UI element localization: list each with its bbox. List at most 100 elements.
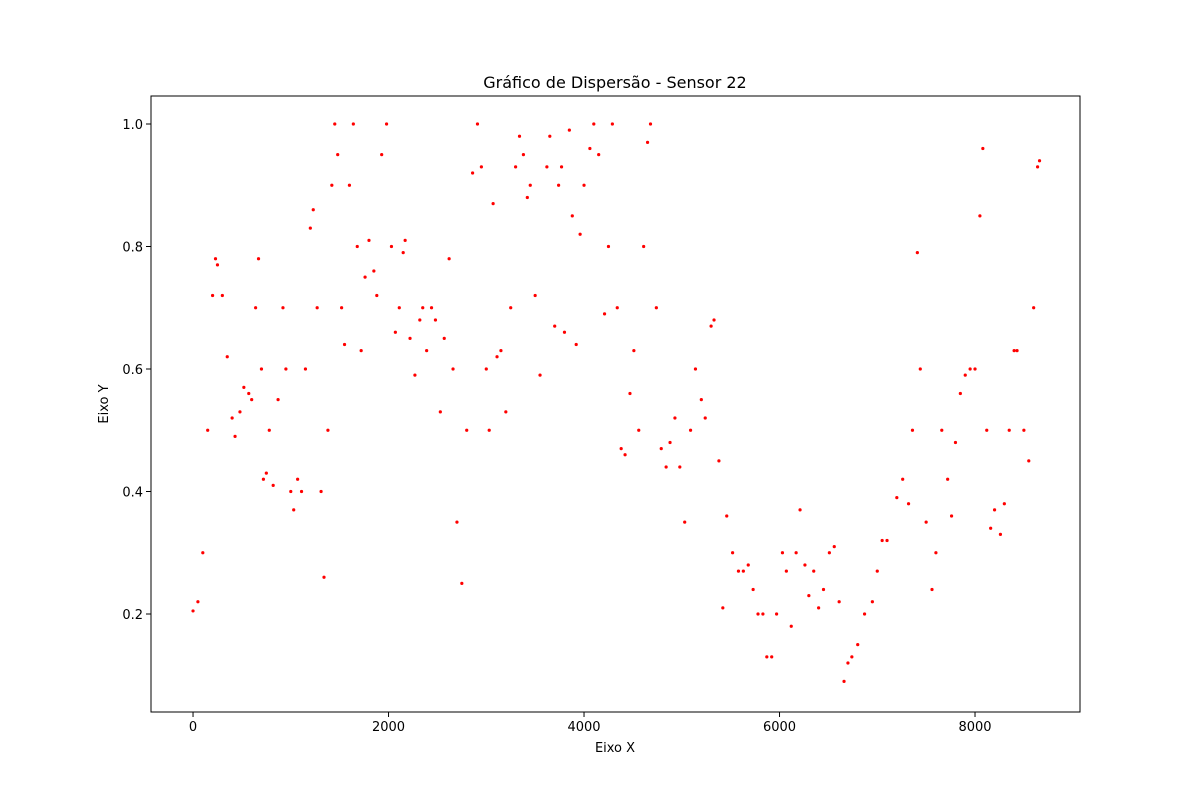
point [548, 134, 552, 138]
point [533, 293, 537, 298]
point [284, 367, 288, 371]
point [934, 551, 938, 555]
point [924, 520, 928, 524]
point [201, 551, 205, 555]
point [429, 306, 434, 310]
point [623, 453, 627, 457]
point [712, 318, 716, 322]
point [528, 183, 532, 187]
point [491, 202, 495, 206]
point [418, 318, 422, 322]
point [281, 306, 285, 310]
point [389, 244, 394, 249]
point [678, 465, 682, 469]
point [615, 306, 619, 310]
point [602, 312, 607, 316]
point [765, 655, 769, 659]
point [438, 410, 442, 414]
point [699, 398, 703, 402]
point [949, 514, 954, 518]
point [355, 244, 359, 249]
point [330, 183, 334, 187]
point [517, 134, 522, 138]
point [998, 532, 1003, 536]
point [610, 122, 614, 126]
point [827, 551, 831, 555]
point [668, 440, 672, 445]
point [1027, 459, 1031, 463]
point [261, 477, 266, 481]
point [479, 165, 483, 169]
point [774, 612, 779, 616]
point [363, 275, 367, 279]
point [545, 165, 549, 169]
point [553, 324, 557, 328]
point [319, 489, 323, 494]
point [989, 526, 993, 530]
point [322, 575, 326, 579]
point [259, 367, 264, 371]
point [567, 128, 571, 132]
point [514, 165, 518, 169]
point [380, 153, 384, 157]
point [642, 244, 646, 249]
x-axis-label: Eixo X [595, 741, 635, 756]
point [267, 428, 271, 432]
point [856, 643, 860, 647]
point [413, 373, 417, 377]
point [746, 563, 750, 567]
point [915, 251, 919, 255]
point [862, 612, 867, 616]
point [798, 508, 802, 512]
point [973, 367, 977, 371]
point [308, 226, 312, 230]
point [250, 398, 254, 402]
point [484, 367, 488, 371]
point [812, 569, 816, 573]
point [359, 349, 363, 353]
point [648, 122, 653, 126]
point [582, 183, 586, 187]
point [276, 398, 280, 402]
point [756, 612, 760, 616]
point [289, 489, 293, 494]
point [985, 428, 989, 432]
point [632, 349, 636, 353]
point [628, 391, 632, 396]
point [347, 183, 352, 187]
point [807, 594, 811, 598]
point [673, 416, 677, 420]
point [910, 428, 915, 432]
point [880, 538, 884, 543]
point [342, 342, 347, 347]
point [930, 587, 934, 592]
point [401, 251, 405, 255]
point [447, 257, 451, 261]
point [340, 306, 344, 310]
point [958, 391, 962, 396]
point [850, 655, 854, 659]
point [408, 336, 412, 340]
point [821, 587, 826, 592]
point [470, 171, 475, 175]
point [683, 520, 687, 524]
point [538, 373, 542, 377]
point [654, 306, 658, 310]
point [351, 122, 355, 126]
point [299, 489, 304, 494]
point [606, 244, 611, 249]
point [703, 416, 707, 420]
point [256, 257, 261, 261]
point [451, 367, 455, 371]
point [393, 330, 397, 334]
point [460, 581, 464, 585]
point [509, 306, 513, 310]
point [895, 496, 899, 500]
point [233, 434, 237, 438]
y-tick-label: 0.6 [122, 363, 143, 378]
point [837, 600, 841, 604]
point [1037, 159, 1042, 163]
point [367, 238, 371, 242]
point [504, 410, 508, 414]
